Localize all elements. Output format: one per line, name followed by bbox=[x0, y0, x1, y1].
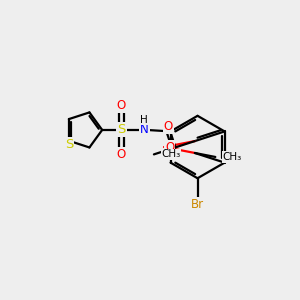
Text: O: O bbox=[117, 148, 126, 161]
Text: O: O bbox=[117, 99, 126, 112]
Text: O: O bbox=[164, 120, 173, 133]
Text: N: N bbox=[140, 123, 149, 136]
Text: S: S bbox=[64, 138, 73, 151]
Text: H: H bbox=[140, 115, 148, 124]
Text: CH₃: CH₃ bbox=[161, 149, 181, 159]
Text: S: S bbox=[117, 123, 126, 136]
Text: Br: Br bbox=[191, 198, 204, 211]
Text: CH₃: CH₃ bbox=[223, 152, 242, 162]
Text: O: O bbox=[165, 140, 174, 154]
